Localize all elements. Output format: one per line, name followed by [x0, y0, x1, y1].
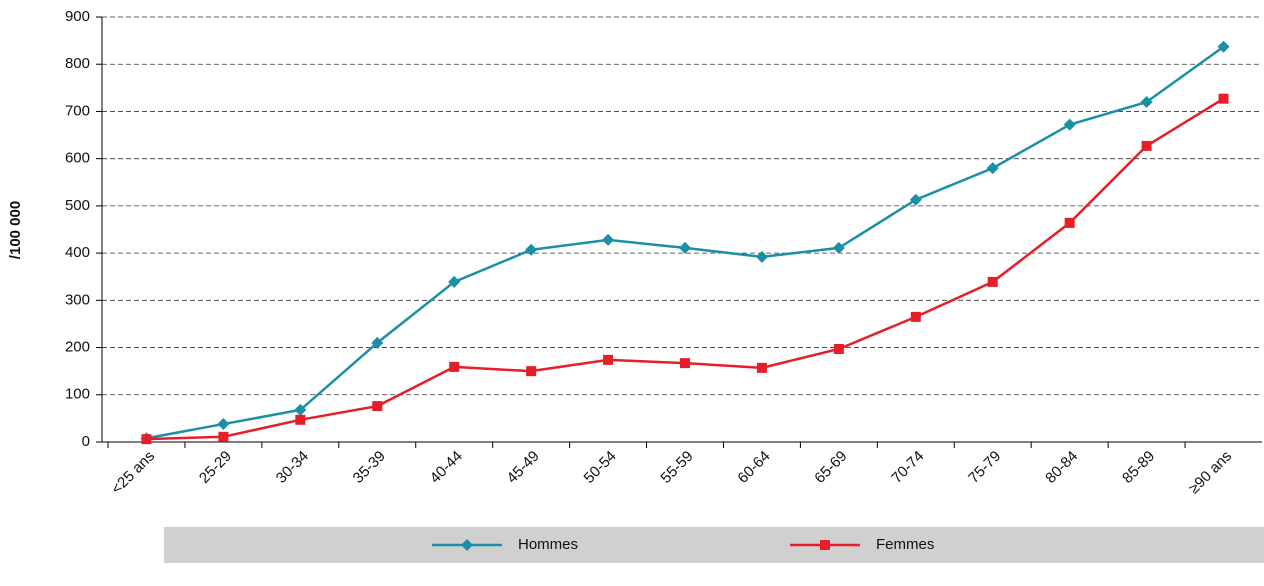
- y-axis-label: /100 000: [7, 201, 24, 259]
- data-point: [526, 366, 537, 377]
- x-tick-label: 50-54: [581, 448, 620, 487]
- y-tick-label: 100: [65, 386, 90, 403]
- legend-background: [164, 527, 1264, 563]
- data-point: [679, 241, 691, 254]
- x-tick-label: ≥90 ans: [1185, 448, 1235, 498]
- y-tick-label: 900: [65, 8, 90, 25]
- legend-label: Femmes: [876, 536, 934, 553]
- data-point: [832, 241, 845, 254]
- x-tick-label: 45-49: [504, 448, 543, 487]
- x-tick-label: 85-89: [1119, 448, 1158, 487]
- x-tick-label: 35-39: [350, 448, 389, 487]
- x-tick-label: 65-69: [811, 448, 850, 487]
- data-point: [217, 418, 230, 431]
- data-point: [833, 343, 844, 354]
- data-point: [295, 414, 306, 425]
- y-tick-label: 400: [65, 244, 90, 261]
- data-point: [1140, 96, 1153, 108]
- data-point: [372, 401, 383, 412]
- data-point: [602, 233, 615, 246]
- data-point: [986, 162, 999, 175]
- data-point: [218, 431, 229, 442]
- data-point: [448, 275, 461, 288]
- data-point: [1141, 140, 1152, 151]
- y-tick-label: 800: [65, 55, 90, 72]
- legend-marker: [461, 539, 473, 551]
- data-point: [680, 358, 690, 369]
- data-point: [910, 311, 921, 322]
- data-point: [1218, 93, 1229, 104]
- data-point: [449, 361, 460, 372]
- y-tick-label: 700: [65, 102, 90, 119]
- data-point: [603, 354, 614, 365]
- data-point: [755, 250, 768, 263]
- data-point: [756, 362, 767, 373]
- x-tick-label: 55-59: [657, 448, 696, 487]
- data-point: [909, 193, 922, 206]
- series-line: [146, 97, 1225, 441]
- x-tick-label: 25-29: [196, 448, 235, 487]
- x-tick-label: 75-79: [965, 448, 1004, 487]
- y-tick-label: 300: [65, 291, 90, 308]
- y-tick-label: 0: [82, 433, 90, 450]
- x-tick-label: 40-44: [427, 448, 466, 487]
- data-point: [141, 434, 152, 445]
- y-tick-label: 600: [65, 150, 90, 167]
- x-tick-label: <25 ans: [108, 448, 158, 498]
- data-point: [525, 243, 538, 256]
- data-point: [1217, 40, 1230, 53]
- data-point: [1063, 118, 1076, 131]
- x-tick-label: 70-74: [888, 448, 927, 487]
- data-point: [1064, 217, 1075, 228]
- x-tick-label: 60-64: [734, 448, 773, 487]
- x-tick-label: 30-34: [273, 448, 312, 487]
- x-tick-label: 80-84: [1042, 448, 1081, 487]
- data-point: [294, 403, 307, 416]
- data-point: [371, 336, 384, 349]
- legend-marker: [820, 540, 830, 550]
- y-tick-label: 200: [65, 339, 90, 356]
- data-point: [987, 276, 998, 287]
- legend-label: Hommes: [518, 536, 578, 553]
- y-tick-label: 500: [65, 197, 90, 214]
